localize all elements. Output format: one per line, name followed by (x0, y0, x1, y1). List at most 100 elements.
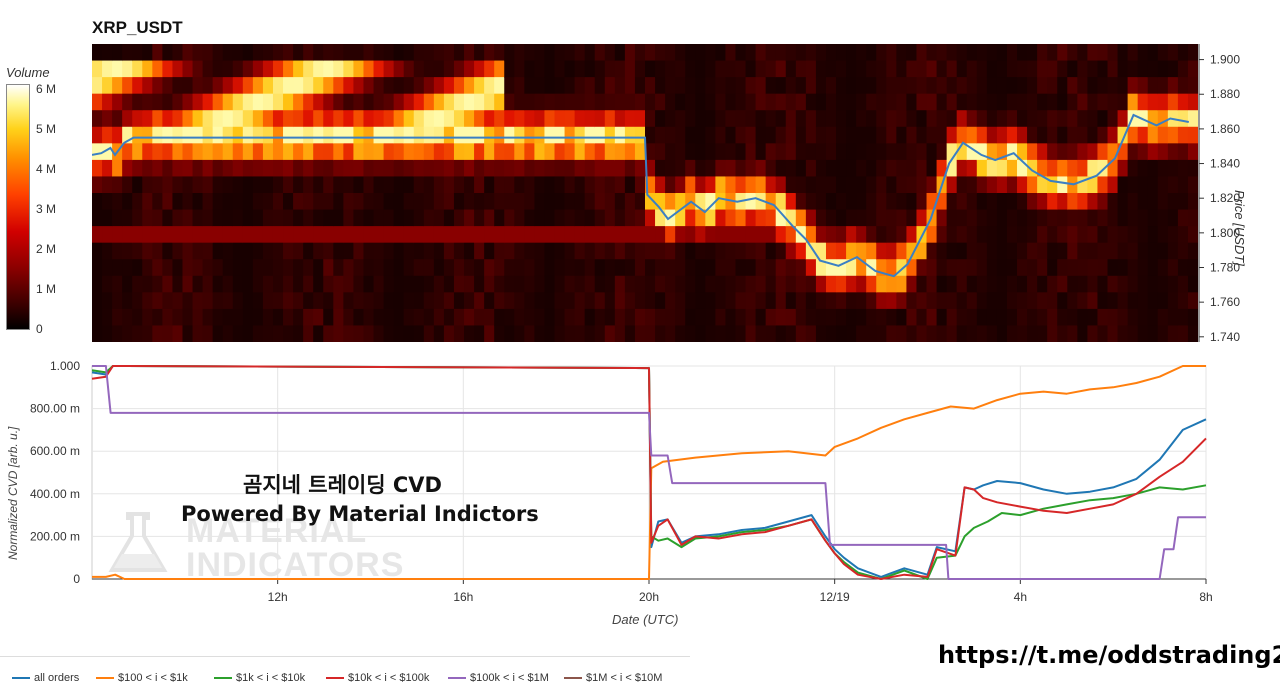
heatmap-cell (504, 259, 515, 277)
heatmap-cell (494, 308, 505, 327)
heatmap-cell (544, 93, 556, 111)
heatmap-cell (453, 159, 465, 178)
heatmap-cell (1157, 44, 1169, 62)
heatmap-cell (373, 77, 385, 95)
x-tick-label: 16h (453, 590, 473, 602)
heatmap-cell (293, 176, 304, 194)
heatmap-cell (1167, 176, 1179, 194)
y-axis-title: Normalized CVD [arb. u.] (6, 426, 20, 560)
heatmap-cell (433, 126, 445, 144)
heatmap-cell (423, 226, 435, 244)
heatmap-cell (775, 193, 787, 211)
heatmap-cell (795, 292, 807, 310)
heatmap-cell (564, 93, 576, 111)
heatmap-cell (1057, 44, 1068, 62)
colorbar-tick: 5 M (36, 122, 57, 136)
heatmap-cell (1107, 110, 1119, 128)
heatmap-cell (705, 143, 716, 161)
heatmap-cell (504, 325, 515, 342)
heatmap-cell (906, 259, 918, 277)
heatmap-cell (1167, 226, 1179, 244)
heatmap-cell (564, 325, 576, 342)
heatmap-cell (846, 143, 857, 161)
x-axis-title: Date (UTC) (612, 612, 679, 627)
heatmap-cell (142, 60, 153, 78)
heatmap-cell (453, 226, 465, 244)
heatmap-cell (192, 60, 204, 78)
heatmap-cell (142, 77, 153, 95)
heatmap-cell (222, 292, 234, 310)
heatmap-cell (624, 77, 636, 95)
heatmap-cell (705, 110, 716, 128)
heatmap-cell (1147, 44, 1159, 62)
heatmap-cell (1187, 209, 1198, 227)
heatmap-cell (655, 143, 666, 161)
heatmap-cell (675, 193, 686, 211)
heatmap-cell (896, 126, 908, 144)
heatmap-cell (594, 193, 606, 211)
heatmap-cell (1077, 325, 1088, 342)
heatmap-cell (715, 308, 727, 327)
heatmap-cell (373, 325, 385, 342)
heatmap-cell (353, 143, 365, 161)
heatmap-cell (554, 143, 566, 161)
heatmap-cell (655, 60, 666, 78)
heatmap-cell (1177, 44, 1189, 62)
heatmap-cell (443, 259, 455, 277)
heatmap-cell (976, 60, 988, 78)
heatmap-cell (303, 308, 314, 327)
heatmap-cell (1157, 275, 1169, 293)
heatmap-cell (645, 77, 656, 95)
heatmap-cell (534, 143, 546, 161)
heatmap-cell (594, 325, 606, 342)
legend-item[interactable]: $10k < i < $100k (326, 672, 429, 684)
telegram-link[interactable]: https://t.me/oddstrading2 (938, 641, 1280, 669)
heatmap-cell (604, 209, 616, 227)
legend-item[interactable]: $1k < i < $10k (214, 672, 305, 684)
heatmap-cell (886, 325, 897, 342)
heatmap-cell (695, 226, 706, 244)
heatmap-cell (1037, 60, 1048, 78)
heatmap-cell (594, 176, 606, 194)
heatmap-cell (1017, 308, 1028, 327)
heatmap-cell (685, 77, 696, 95)
heatmap-cell (464, 159, 475, 178)
legend-item[interactable]: $100 < i < $1k (96, 672, 188, 684)
legend-item[interactable]: $100k < i < $1M (448, 672, 549, 684)
heatmap-cell (443, 209, 455, 227)
heatmap-cell (956, 325, 968, 342)
heatmap-cell (474, 60, 485, 78)
heatmap-cell (996, 242, 1008, 260)
heatmap-cell (514, 176, 525, 194)
heatmap-cell (494, 242, 505, 260)
heatmap-cell (624, 159, 636, 178)
heatmap-cell (484, 77, 495, 95)
heatmap-cell (232, 292, 244, 310)
heatmap-cell (423, 143, 435, 161)
heatmap-cell (655, 325, 666, 342)
heatmap-cell (584, 159, 596, 178)
heatmap-cell (433, 308, 445, 327)
legend-item[interactable]: all orders (12, 672, 79, 684)
heatmap-cell (886, 159, 897, 178)
heatmap-cell (102, 292, 113, 310)
heatmap-cell (192, 308, 204, 327)
legend-swatch (448, 677, 466, 680)
heatmap-cell (514, 93, 525, 111)
heatmap-cell (906, 275, 918, 293)
heatmap-cell (373, 193, 385, 211)
heatmap-cell (484, 159, 495, 178)
heatmap-cell (1187, 159, 1198, 178)
heatmap-cell (92, 226, 103, 244)
heatmap-cell (1077, 44, 1088, 62)
heatmap-cell (574, 193, 586, 211)
heatmap-cell (1117, 226, 1129, 244)
heatmap-cell (252, 259, 264, 277)
heatmap-cell (1006, 44, 1018, 62)
heatmap-cell (534, 60, 546, 78)
orderbook-heatmap[interactable] (92, 44, 1198, 342)
legend-item[interactable]: $1M < i < $10M (564, 672, 662, 684)
heatmap-cell (162, 126, 174, 144)
heatmap-cell (856, 44, 867, 62)
